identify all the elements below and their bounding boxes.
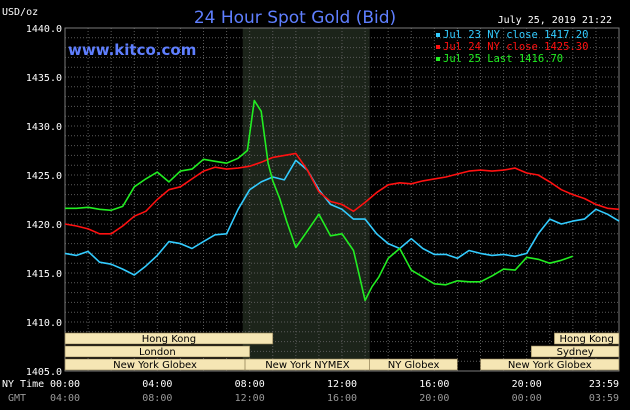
x-tick-ny-label: 08:00 <box>235 379 265 390</box>
y-tick-label: 1410.0 <box>26 318 62 329</box>
legend-entry-jul24: Jul 24 NY close 1425.30 <box>443 41 588 53</box>
gmt-label: GMT <box>8 393 26 404</box>
timestamp: July 25, 2019 21:22 <box>498 15 612 26</box>
session-label: Hong Kong <box>559 334 613 345</box>
legend: Jul 23 NY close 1417.20 Jul 24 NY close … <box>436 29 588 65</box>
chart-title: 24 Hour Spot Gold (Bid) <box>194 8 396 28</box>
legend-swatch-jul23 <box>436 33 440 37</box>
session-bar <box>369 358 458 371</box>
y-tick-label: 1420.0 <box>26 220 62 231</box>
chart-grid <box>64 27 620 372</box>
unit-label: USD/oz <box>2 7 38 18</box>
series-line-2 <box>65 99 574 302</box>
chart-series <box>64 99 620 302</box>
x-tick-gmt-label: 03:59 <box>589 393 619 404</box>
series-line-1 <box>64 152 620 235</box>
session-label: New York Globex <box>113 360 197 371</box>
x-tick-gmt-label: 12:00 <box>235 393 265 404</box>
x-tick-ny-label: 20:00 <box>512 379 542 390</box>
x-tick-gmt-label: 08:00 <box>142 393 172 404</box>
x-tick-ny-label: 04:00 <box>142 379 172 390</box>
x-tick-gmt-label: 20:00 <box>419 393 449 404</box>
y-tick-label: 1440.0 <box>26 24 62 35</box>
legend-entry-jul23: Jul 23 NY close 1417.20 <box>443 29 588 41</box>
plot-frame <box>64 27 620 372</box>
y-tick-label: 1415.0 <box>26 269 62 280</box>
x-tick-gmt-label: 00:00 <box>512 393 542 404</box>
legend-swatch-jul24 <box>436 45 440 49</box>
session-label: NY Globex <box>388 360 440 371</box>
axis-ticks: 1405.0 1410.0 1415.0 1420.0 1425.0 1430.0 1435… <box>26 24 619 404</box>
session-label: Sydney <box>557 347 594 358</box>
session-bar <box>64 332 274 345</box>
series-line-0 <box>64 159 620 276</box>
legend-entry-jul25: Jul 25 Last 1416.70 <box>443 53 563 65</box>
y-tick-label: 1435.0 <box>26 73 62 84</box>
session-bar <box>64 345 250 358</box>
x-tick-ny-label: 23:59 <box>589 379 619 390</box>
session-label: London <box>139 347 176 358</box>
session-bar <box>530 345 620 358</box>
y-tick-label: 1425.0 <box>26 171 62 182</box>
x-tick-ny-label: 16:00 <box>419 379 449 390</box>
x-tick-ny-label: 12:00 <box>327 379 357 390</box>
session-label: New York NYMEX <box>265 360 350 371</box>
x-tick-gmt-label: 04:00 <box>50 393 80 404</box>
x-tick-gmt-label: 16:00 <box>327 393 357 404</box>
y-tick-label: 1405.0 <box>26 367 62 378</box>
ny-time-label: NY Time <box>2 379 44 390</box>
x-tick-ny-label: 00:00 <box>50 379 80 390</box>
highlight-rect <box>242 28 370 371</box>
session-label: Hong Kong <box>142 334 196 345</box>
session-bar <box>480 358 620 371</box>
brand-link[interactable]: www.kitco.com <box>68 41 196 59</box>
market-session-bars: Hong Kong Hong Kong London Sydney New York G… <box>64 332 620 371</box>
y-tick-label: 1430.0 <box>26 122 62 133</box>
session-label: New York Globex <box>508 360 592 371</box>
session-bar <box>554 332 620 345</box>
legend-swatch-jul25 <box>436 57 440 61</box>
nymex-highlight-band <box>242 28 370 371</box>
